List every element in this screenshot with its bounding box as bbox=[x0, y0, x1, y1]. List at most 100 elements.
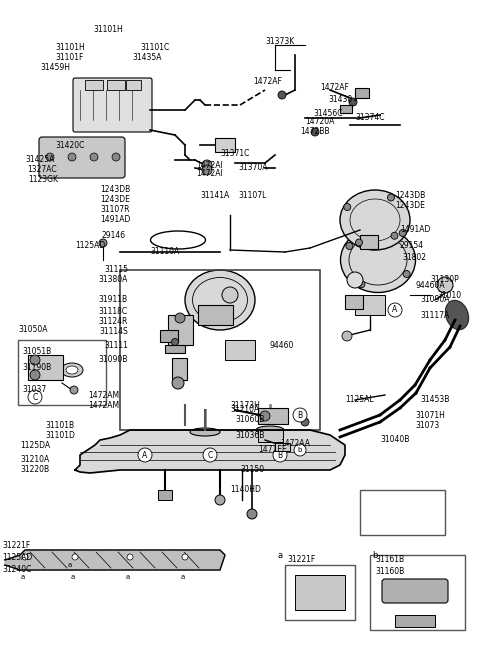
Bar bbox=[395, 615, 435, 627]
Circle shape bbox=[215, 495, 225, 505]
Circle shape bbox=[203, 448, 217, 462]
FancyBboxPatch shape bbox=[39, 137, 125, 178]
Bar bbox=[18, 340, 106, 405]
Circle shape bbox=[68, 153, 76, 161]
Ellipse shape bbox=[256, 426, 284, 434]
Bar bbox=[360, 490, 445, 535]
Text: 31117A: 31117A bbox=[420, 310, 449, 319]
Text: 1140HD: 1140HD bbox=[230, 485, 261, 495]
Text: 31141A: 31141A bbox=[200, 190, 229, 199]
Text: A: A bbox=[143, 451, 148, 459]
Circle shape bbox=[273, 448, 287, 462]
Text: 31210A: 31210A bbox=[230, 405, 260, 415]
Text: 31037: 31037 bbox=[22, 386, 46, 394]
Text: 31430: 31430 bbox=[328, 96, 352, 104]
Circle shape bbox=[294, 444, 306, 456]
Text: 1123GK: 1123GK bbox=[28, 176, 58, 184]
Circle shape bbox=[358, 281, 365, 288]
Circle shape bbox=[387, 194, 395, 201]
Circle shape bbox=[171, 338, 179, 346]
Circle shape bbox=[278, 91, 286, 99]
Text: 1472AI: 1472AI bbox=[196, 169, 223, 178]
Circle shape bbox=[202, 165, 212, 175]
Text: a: a bbox=[68, 562, 72, 568]
Bar bbox=[85, 80, 103, 90]
Text: 94460: 94460 bbox=[270, 340, 294, 350]
Text: 31190B: 31190B bbox=[22, 363, 51, 373]
Circle shape bbox=[391, 232, 398, 239]
Text: 31420C: 31420C bbox=[55, 140, 84, 150]
Ellipse shape bbox=[66, 366, 78, 374]
Text: b: b bbox=[298, 447, 302, 453]
Text: 31050A: 31050A bbox=[18, 325, 48, 335]
Text: 31071H: 31071H bbox=[415, 411, 445, 419]
Circle shape bbox=[399, 230, 406, 237]
Text: 31160B: 31160B bbox=[375, 567, 404, 577]
Circle shape bbox=[349, 98, 357, 106]
Text: 31107R: 31107R bbox=[100, 205, 130, 215]
Bar bbox=[28, 355, 63, 380]
Text: B: B bbox=[277, 451, 283, 459]
Text: 1327AC: 1327AC bbox=[27, 165, 57, 174]
Bar bbox=[107, 80, 125, 90]
Text: 31114S: 31114S bbox=[99, 327, 128, 337]
Bar bbox=[345, 295, 363, 309]
Circle shape bbox=[99, 239, 107, 247]
Text: 31051B: 31051B bbox=[22, 348, 51, 356]
Text: 31802: 31802 bbox=[402, 253, 426, 262]
Circle shape bbox=[138, 448, 152, 462]
Circle shape bbox=[127, 554, 133, 560]
Circle shape bbox=[293, 408, 307, 422]
Ellipse shape bbox=[340, 228, 416, 293]
Circle shape bbox=[182, 554, 188, 560]
Bar bbox=[295, 575, 345, 610]
Text: 31150: 31150 bbox=[240, 466, 264, 474]
Text: 1491AD: 1491AD bbox=[400, 226, 431, 234]
Text: 31010: 31010 bbox=[437, 291, 461, 300]
Circle shape bbox=[342, 331, 352, 341]
Circle shape bbox=[344, 203, 351, 211]
Text: 1491AD: 1491AD bbox=[100, 216, 131, 224]
Text: 1472AF: 1472AF bbox=[253, 77, 282, 87]
Bar bbox=[258, 430, 283, 442]
Circle shape bbox=[403, 270, 410, 277]
Circle shape bbox=[90, 153, 98, 161]
Bar bbox=[198, 305, 233, 325]
Text: 1243DE: 1243DE bbox=[395, 201, 425, 209]
Text: 31110A: 31110A bbox=[150, 247, 179, 256]
Circle shape bbox=[437, 277, 453, 293]
Text: 31036B: 31036B bbox=[235, 432, 264, 440]
Text: 31040B: 31040B bbox=[380, 436, 409, 445]
Text: 31371C: 31371C bbox=[220, 148, 250, 157]
Circle shape bbox=[301, 418, 309, 426]
Text: 31124R: 31124R bbox=[98, 318, 128, 327]
Text: a: a bbox=[21, 574, 25, 580]
Text: 31374C: 31374C bbox=[355, 113, 384, 123]
Text: 31173H: 31173H bbox=[230, 401, 260, 409]
Text: 31101B: 31101B bbox=[45, 420, 74, 430]
Text: 31456C: 31456C bbox=[313, 108, 343, 117]
Circle shape bbox=[172, 377, 184, 389]
Bar bbox=[215, 138, 235, 152]
Text: 1125AD: 1125AD bbox=[2, 554, 32, 562]
Bar bbox=[355, 295, 385, 315]
Circle shape bbox=[46, 153, 54, 161]
Text: 31101D: 31101D bbox=[45, 430, 75, 440]
Text: 31161B: 31161B bbox=[375, 556, 404, 565]
Text: 31221F: 31221F bbox=[2, 541, 30, 550]
Bar bbox=[258, 408, 288, 424]
Text: 31380A: 31380A bbox=[98, 276, 128, 285]
Bar bbox=[168, 315, 193, 345]
Text: 1125AD: 1125AD bbox=[75, 241, 105, 249]
Text: 1471EE: 1471EE bbox=[258, 445, 287, 455]
Circle shape bbox=[72, 554, 78, 560]
Circle shape bbox=[70, 386, 78, 394]
Text: 29146: 29146 bbox=[101, 230, 125, 239]
Circle shape bbox=[30, 370, 40, 380]
Circle shape bbox=[175, 313, 185, 323]
Ellipse shape bbox=[190, 428, 220, 436]
Polygon shape bbox=[75, 430, 345, 473]
Text: 31370A: 31370A bbox=[238, 163, 267, 173]
Bar bbox=[360, 235, 378, 249]
Text: 31210A: 31210A bbox=[20, 455, 49, 464]
